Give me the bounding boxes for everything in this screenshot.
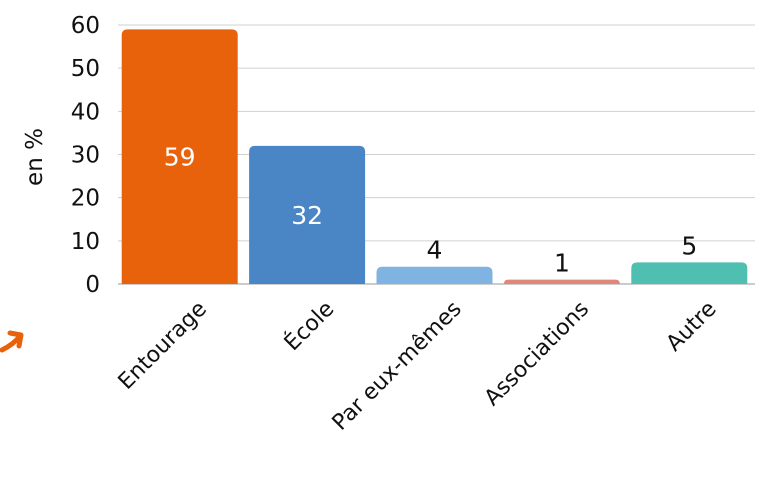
data-label: 1	[554, 249, 570, 278]
bar	[503, 279, 620, 284]
y-tick-label: 50	[71, 56, 100, 82]
y-tick-label: 30	[71, 143, 100, 169]
bar	[376, 266, 493, 284]
category-label: Entourage	[114, 297, 212, 395]
y-axis-ticks: 0 10 20 30 40 50 60	[71, 13, 100, 298]
category-label: Par eux-mêmes	[328, 297, 467, 436]
y-tick-label: 40	[71, 99, 100, 125]
y-tick-label: 10	[71, 229, 100, 255]
y-tick-label: 60	[71, 13, 100, 39]
data-label: 32	[291, 201, 323, 230]
bar	[121, 29, 238, 285]
right-arrow-icon	[0, 330, 24, 353]
bars	[121, 29, 748, 285]
data-label: 59	[164, 143, 196, 172]
data-labels: 59 32 4 1 5	[164, 143, 697, 278]
data-label: 5	[681, 231, 697, 260]
data-label: 4	[427, 236, 443, 265]
y-axis-label: en %	[22, 128, 48, 186]
bar	[631, 262, 748, 284]
category-label: École	[279, 296, 339, 356]
category-label: Associations	[480, 297, 594, 411]
bar	[249, 145, 366, 284]
y-tick-label: 20	[71, 186, 100, 212]
category-label: Autre	[662, 297, 722, 357]
y-tick-label: 0	[85, 272, 100, 298]
